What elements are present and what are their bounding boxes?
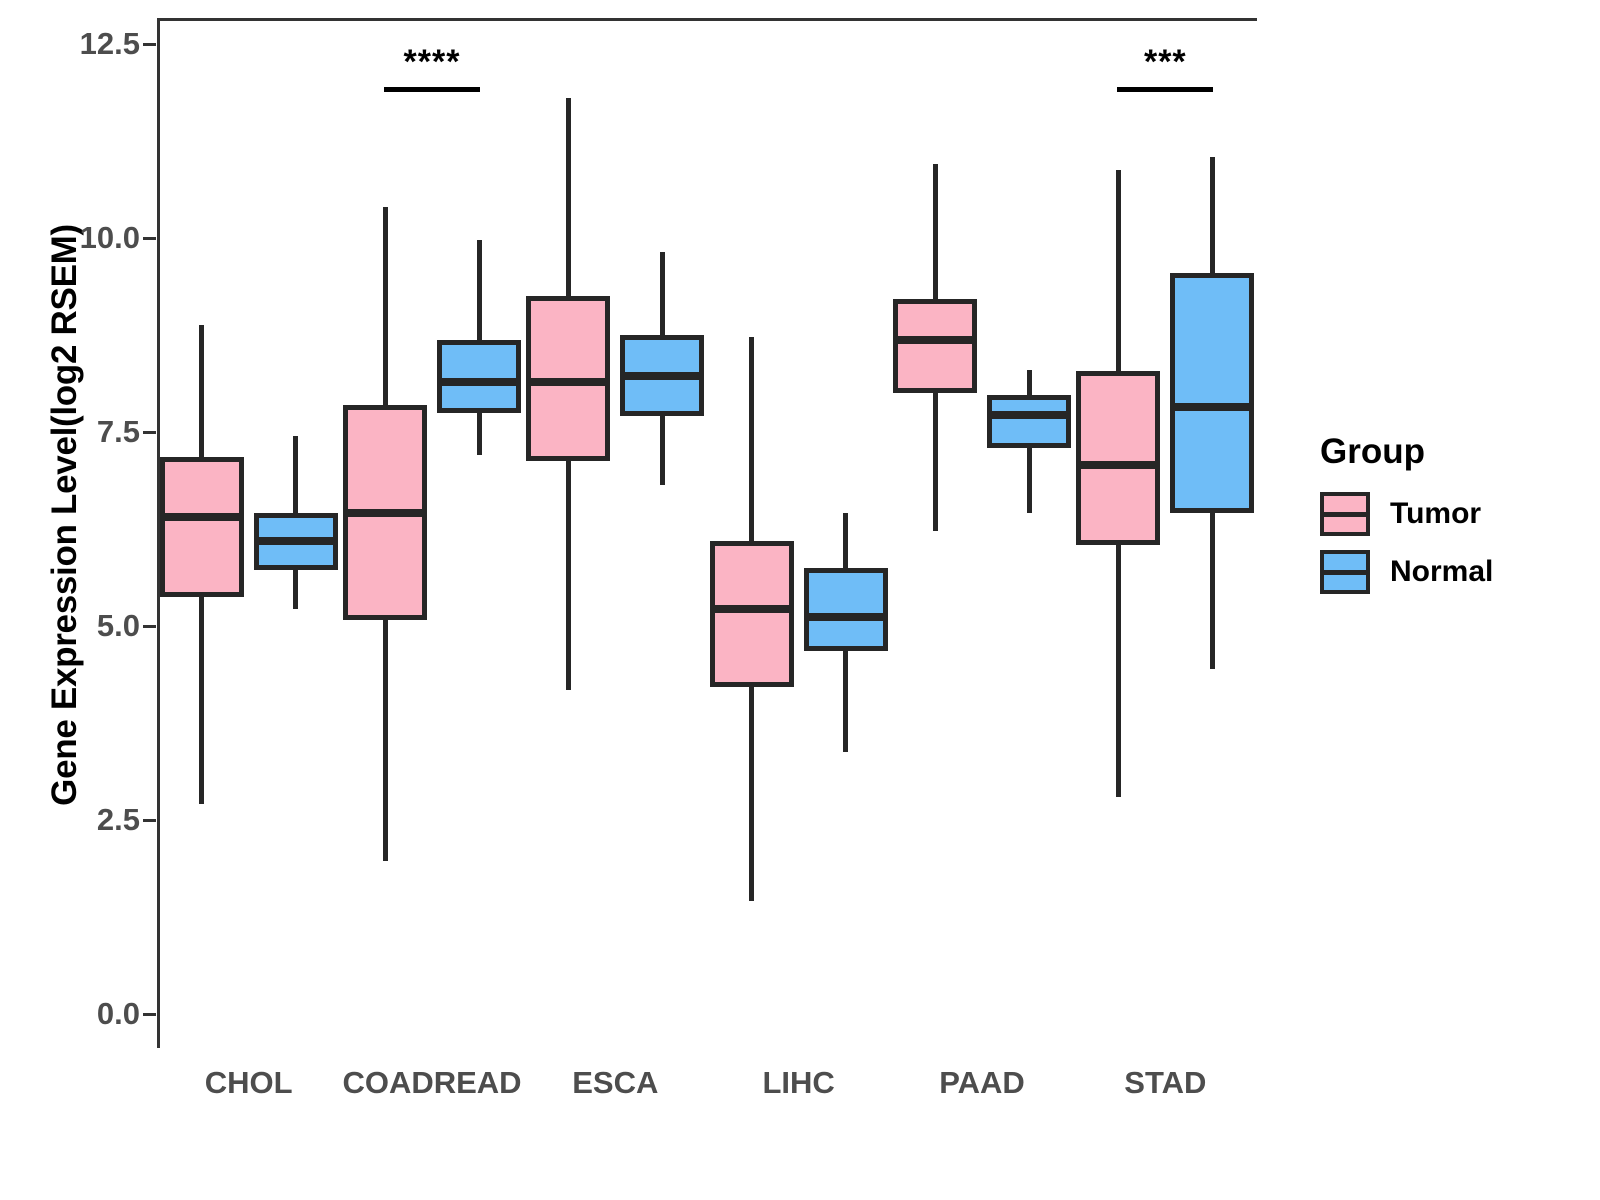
median-line: [620, 372, 705, 381]
legend: Group Tumor Normal: [1320, 432, 1590, 608]
legend-item-tumor[interactable]: Tumor: [1320, 492, 1590, 536]
x-tick-label-paad: PAAD: [939, 1065, 1025, 1100]
box-tumor[interactable]: [709, 540, 794, 687]
legend-key-tumor: [1320, 492, 1370, 536]
significance-label: ****: [403, 42, 461, 81]
box-normal[interactable]: [987, 394, 1071, 448]
y-tick-label: 0.0: [96, 996, 140, 1031]
whisker-upper: [382, 206, 388, 405]
box-normal[interactable]: [437, 340, 521, 413]
y-tick-mark: [143, 42, 156, 46]
whisker-upper: [1209, 156, 1215, 273]
whisker-upper: [293, 435, 299, 514]
y-tick-mark: [143, 1012, 156, 1016]
whisker-upper: [843, 513, 849, 568]
median-line: [893, 336, 977, 345]
median-line: [987, 410, 1071, 419]
whisker-upper: [565, 98, 571, 297]
median-line: [526, 377, 611, 386]
box-normal[interactable]: [803, 567, 888, 651]
significance-bar: [384, 86, 480, 92]
whisker-lower: [932, 393, 938, 532]
significance-label: ***: [1143, 42, 1187, 81]
y-tick-label: 2.5: [96, 802, 140, 837]
x-tick-label-esca: ESCA: [572, 1065, 659, 1100]
y-tick-label: 10.0: [79, 220, 140, 255]
y-tick-mark: [143, 624, 156, 628]
whisker-lower: [1026, 447, 1032, 514]
whisker-lower: [476, 412, 482, 456]
median-line: [343, 509, 427, 518]
whisker-upper: [1115, 169, 1121, 372]
box-tumor[interactable]: [159, 456, 244, 597]
whisker-lower: [749, 686, 755, 902]
median-line: [253, 536, 338, 545]
y-tick-mark: [143, 430, 156, 434]
box-tumor[interactable]: [1076, 371, 1161, 545]
whisker-lower: [382, 619, 388, 862]
whisker-upper: [749, 337, 755, 541]
legend-key-median: [1324, 512, 1366, 517]
y-tick-mark: [143, 818, 156, 822]
whisker-upper: [476, 239, 482, 341]
median-line: [1170, 403, 1255, 412]
y-tick-label: 7.5: [96, 414, 140, 449]
legend-item-normal[interactable]: Normal: [1320, 550, 1590, 594]
median-line: [159, 513, 244, 522]
legend-key-normal: [1320, 550, 1370, 594]
legend-key-median: [1324, 570, 1366, 575]
whisker-upper: [659, 251, 665, 335]
whisker-upper: [1026, 369, 1032, 395]
whisker-lower: [1209, 513, 1215, 669]
x-tick-label-lihc: LIHC: [762, 1065, 835, 1100]
median-line: [1076, 460, 1161, 469]
whisker-lower: [843, 650, 849, 752]
whisker-lower: [1115, 544, 1121, 797]
y-tick-label: 12.5: [79, 26, 140, 61]
whisker-lower: [293, 570, 299, 609]
median-line: [803, 612, 888, 621]
legend-label-normal: Normal: [1390, 555, 1494, 588]
whisker-lower: [199, 596, 205, 805]
y-axis-tick-labels: 0.0 2.5 5.0 7.5 10.0 12.5: [0, 0, 140, 1200]
x-tick-label-chol: CHOL: [204, 1065, 293, 1100]
whisker-upper: [932, 164, 938, 299]
legend-label-tumor: Tumor: [1390, 497, 1482, 530]
whisker-lower: [565, 461, 571, 691]
box-normal[interactable]: [1170, 272, 1255, 514]
plot-area: **** ***: [157, 18, 1257, 1048]
legend-title: Group: [1320, 432, 1425, 471]
significance-bar: [1117, 86, 1214, 92]
y-tick-label: 5.0: [96, 608, 140, 643]
box-tumor[interactable]: [893, 298, 977, 394]
whisker-lower: [659, 416, 665, 485]
whisker-upper: [199, 324, 205, 457]
x-tick-label-stad: STAD: [1124, 1065, 1207, 1100]
plot-panel: [157, 18, 1257, 1048]
median-line: [437, 377, 521, 386]
y-axis-tick-marks: [143, 0, 157, 1200]
median-line: [709, 604, 794, 613]
x-tick-label-coadread: COADREAD: [342, 1065, 522, 1100]
y-tick-mark: [143, 236, 156, 240]
